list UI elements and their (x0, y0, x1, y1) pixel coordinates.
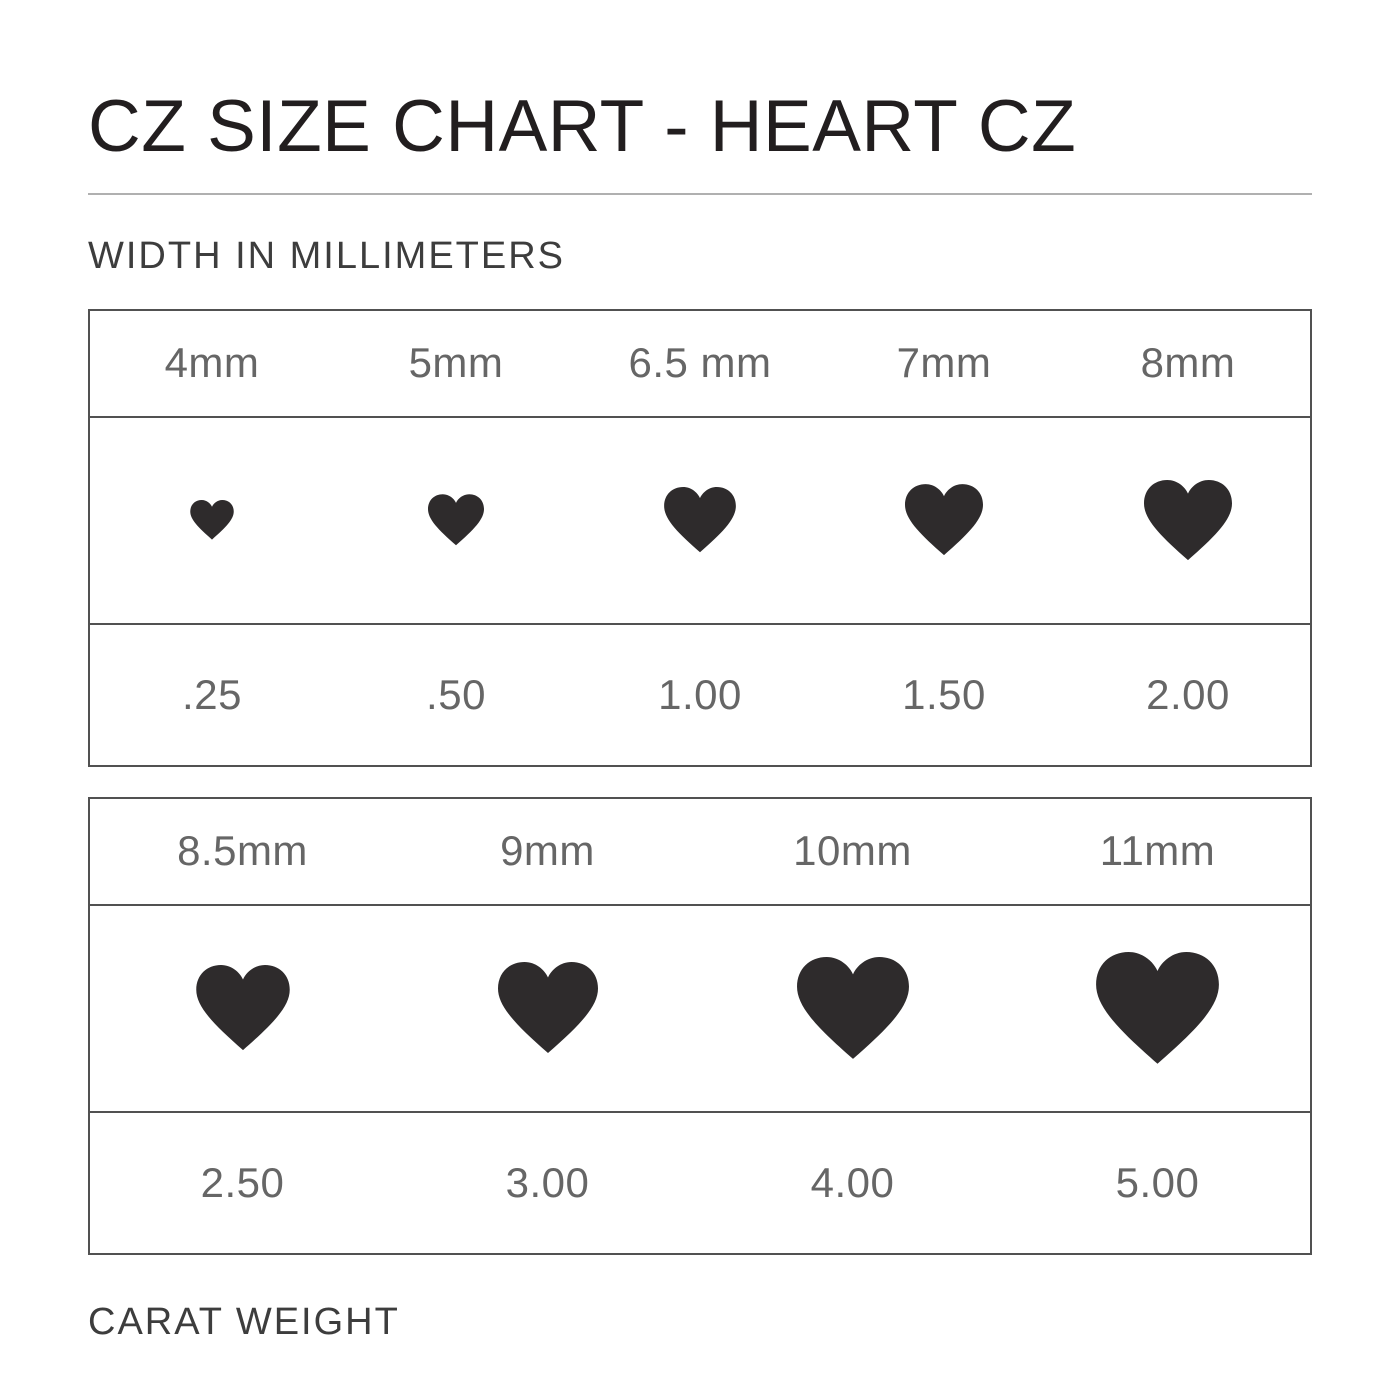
heart-icon (196, 965, 290, 1051)
width-cell: 4mm (90, 311, 334, 416)
carat-value: .50 (426, 670, 486, 718)
carat-cell: 1.50 (822, 625, 1066, 765)
heart-row (90, 903, 1310, 1111)
width-value: 11mm (1099, 827, 1216, 875)
width-axis-label: WIDTH IN MILLIMETERS (88, 235, 566, 277)
carat-value: 2.00 (1146, 670, 1230, 718)
width-value: 10mm (793, 827, 912, 875)
heart-icon (428, 494, 484, 546)
carat-cell: 4.00 (700, 1113, 1005, 1253)
width-cell: 5mm (334, 311, 578, 416)
heart-row (90, 415, 1310, 623)
carat-value: 4.00 (810, 1158, 895, 1206)
carat-cell: 1.00 (578, 625, 822, 765)
width-cell: 8.5mm (90, 799, 395, 904)
cz-size-chart-page: CZ SIZE CHART - HEART CZ WIDTH IN MILLIM… (88, 86, 1312, 1343)
carat-value: .25 (182, 670, 242, 718)
heart-icon (905, 484, 983, 556)
width-cell: 10mm (700, 799, 1005, 904)
heart-icon (190, 500, 234, 540)
carat-cell: .25 (90, 625, 334, 765)
carat-cell: .50 (334, 625, 578, 765)
carat-cell: 3.00 (395, 1113, 700, 1253)
heart-cell (700, 906, 1005, 1111)
carat-value: 2.50 (200, 1158, 285, 1206)
heart-cell (822, 418, 1066, 623)
heart-icon (797, 957, 909, 1060)
width-value: 5mm (408, 339, 504, 387)
page-title: CZ SIZE CHART - HEART CZ (88, 86, 1077, 167)
heart-cell (395, 906, 700, 1111)
width-value: 8.5mm (177, 827, 308, 875)
heart-icon (664, 487, 736, 553)
heart-cell (578, 418, 822, 623)
width-value: 8mm (1140, 339, 1236, 387)
width-value: 4mm (164, 339, 260, 387)
size-table-small: 4mm 5mm 6.5 mm 7mm 8mm .25 .50 1.00 1.50… (88, 308, 1312, 767)
heart-icon (1144, 480, 1232, 561)
title-divider-line (88, 193, 1312, 195)
heart-cell (90, 906, 395, 1111)
heart-cell (334, 418, 578, 623)
carat-row: .25 .50 1.00 1.50 2.00 (90, 622, 1310, 765)
carat-row: 2.50 3.00 4.00 5.00 (90, 1110, 1310, 1253)
width-cell: 6.5 mm (578, 311, 822, 416)
size-table-large: 8.5mm 9mm 10mm 11mm 2.50 3.00 4.00 5.00 (88, 796, 1312, 1255)
carat-value: 3.00 (505, 1158, 590, 1206)
width-cell: 8mm (1066, 311, 1310, 416)
width-value: 6.5 mm (628, 339, 772, 387)
width-cell: 9mm (395, 799, 700, 904)
carat-axis-label: CARAT WEIGHT (88, 1300, 400, 1343)
width-cell: 11mm (1005, 799, 1310, 904)
carat-cell: 2.50 (90, 1113, 395, 1253)
heart-icon (498, 962, 598, 1054)
carat-value: 1.00 (658, 670, 742, 718)
heart-cell (90, 418, 334, 623)
heart-cell (1005, 906, 1310, 1111)
width-row: 4mm 5mm 6.5 mm 7mm 8mm (90, 311, 1310, 416)
heart-cell (1066, 418, 1310, 623)
carat-value: 1.50 (902, 670, 986, 718)
width-value: 9mm (500, 827, 595, 875)
width-value: 7mm (896, 339, 992, 387)
heart-icon (1096, 952, 1219, 1065)
width-cell: 7mm (822, 311, 1066, 416)
width-row: 8.5mm 9mm 10mm 11mm (90, 799, 1310, 904)
carat-cell: 5.00 (1005, 1113, 1310, 1253)
carat-value: 5.00 (1115, 1158, 1200, 1206)
carat-cell: 2.00 (1066, 625, 1310, 765)
